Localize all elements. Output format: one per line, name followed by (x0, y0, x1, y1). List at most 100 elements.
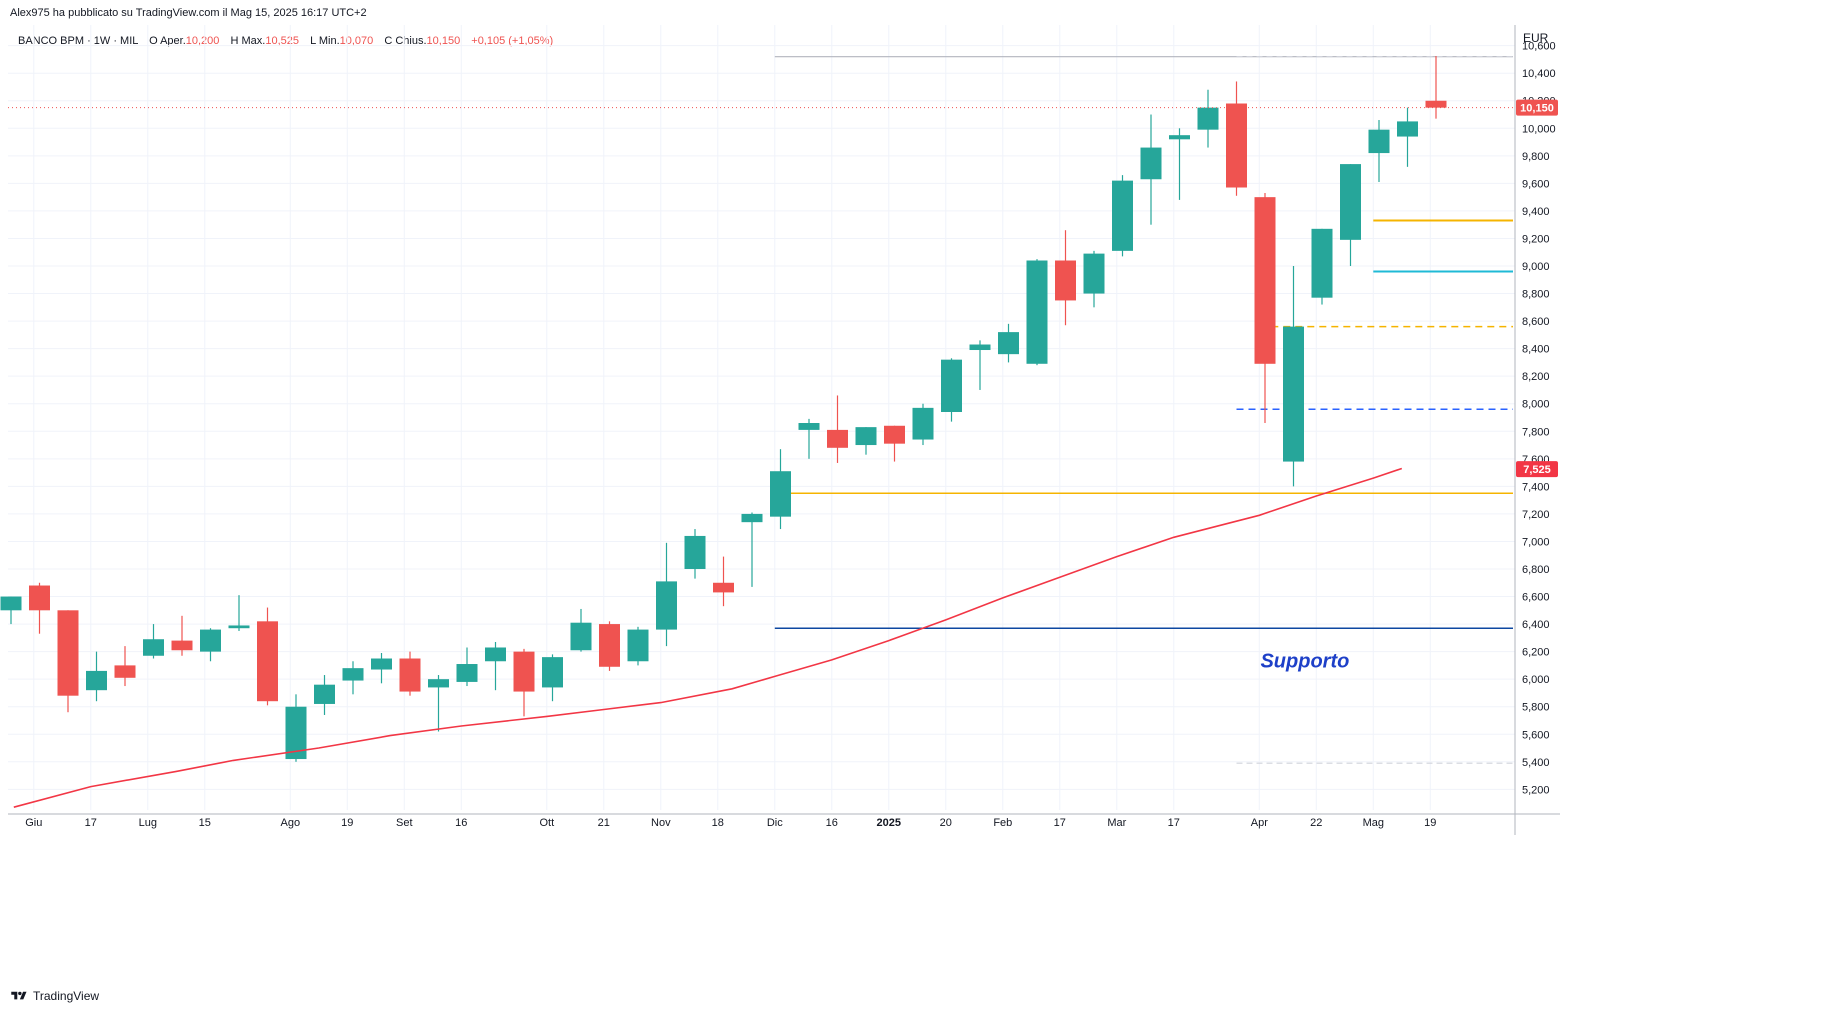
candle (86, 651, 107, 702)
candle-body (1112, 180, 1133, 251)
legend-low-label: L (310, 35, 316, 47)
candle (741, 512, 763, 587)
candles (0, 55, 1447, 762)
candle-body (1140, 147, 1162, 180)
candle (1197, 89, 1219, 148)
candle-body (456, 664, 478, 682)
time-tick-label: 20 (940, 817, 952, 829)
candle (884, 425, 905, 462)
time-tick-label: 17 (1054, 817, 1066, 829)
candle-body (855, 427, 877, 446)
candle (399, 651, 421, 696)
candle (570, 608, 592, 652)
price-axis[interactable]: 5,200 5,400 5,600 5,800 6,000 6,200 6,400 6,600… (1514, 25, 1558, 835)
candle-body (941, 359, 962, 412)
time-tick-label: 19 (341, 817, 353, 829)
candle-body (798, 423, 820, 430)
price-tick-label: 7,200 (1522, 509, 1550, 521)
candle-body (1340, 164, 1361, 240)
candle-body (1425, 100, 1447, 108)
candle-body (656, 581, 677, 630)
candle (855, 427, 877, 455)
time-tick-label: 22 (1310, 817, 1322, 829)
candle-body (399, 658, 421, 692)
candle-body (1169, 135, 1190, 140)
time-tick-label: Mag (1363, 817, 1384, 829)
price-tick-label: 6,800 (1522, 564, 1550, 576)
price-tick-label: 7,800 (1522, 426, 1550, 438)
candle-body (969, 344, 991, 351)
candle-body (770, 471, 791, 517)
candle (1254, 193, 1276, 424)
candle (1083, 250, 1105, 308)
candle-body (428, 679, 449, 688)
candle-body (513, 651, 535, 692)
tradingview-logo-icon (11, 991, 27, 1000)
candle (485, 641, 506, 691)
price-tick-label: 8,800 (1522, 289, 1550, 301)
price-tick-label: 9,800 (1522, 151, 1550, 163)
legend-close-value: 10,150 (426, 35, 461, 47)
candle (200, 628, 221, 662)
time-tick-label: Ott (539, 817, 554, 829)
candle-body (257, 621, 278, 702)
candle (599, 621, 620, 671)
price-tick-label: 9,200 (1522, 233, 1550, 245)
legend-open-label: O (149, 35, 158, 47)
time-tick-label: Apr (1251, 817, 1268, 829)
candle-body (599, 624, 620, 667)
candle (969, 340, 991, 390)
time-axis[interactable]: Giu 17 Lug 15 Ago 19 Set 16 Ott 21 Nov 18 Dic 16 2025 2… (8, 813, 1560, 829)
candle (827, 395, 848, 463)
candle (29, 582, 50, 634)
candle-body (1368, 129, 1390, 154)
candle-body (542, 657, 563, 688)
price-tick-label: 7,400 (1522, 481, 1550, 493)
support-annotation: Supporto (1260, 650, 1349, 672)
candle-body (1254, 197, 1276, 364)
candle-body (1283, 326, 1304, 462)
candle (1311, 228, 1333, 305)
price-tick-label: 8,200 (1522, 371, 1550, 383)
candle-body (884, 425, 905, 444)
footer: TradingView (10, 989, 99, 1003)
ohlc-legend: BANCO BPM · 1W · MIL O Aper.10,200 H Max… (18, 35, 553, 47)
time-tick-label: 2025 (877, 817, 901, 829)
legend-high-label: H (230, 35, 239, 47)
candle (1283, 266, 1304, 487)
last-price-badge-bg (1516, 99, 1558, 116)
price-tick-label: 8,000 (1522, 399, 1550, 411)
price-tick-label: 10,600 (1522, 41, 1556, 53)
candle-body (314, 684, 335, 704)
candle-body (171, 640, 193, 651)
time-tick-label: 17 (1168, 817, 1180, 829)
candle (998, 323, 1019, 363)
candle (656, 542, 677, 647)
legend-change: +0,105 (+1,05%) (471, 35, 554, 47)
ma-price-badge: 7,525 (1516, 461, 1558, 478)
publication-caption: Alex975 ha pubblicato su TradingView.com… (10, 7, 367, 19)
time-tick-label: 19 (1424, 817, 1436, 829)
candle-body (200, 629, 221, 652)
time-tick-label: Mar (1107, 817, 1126, 829)
candle-body (1311, 228, 1333, 298)
candle (114, 646, 136, 687)
price-tick-label: 6,000 (1522, 674, 1550, 686)
candle (1026, 259, 1048, 366)
candle (428, 675, 449, 732)
candle-body (114, 665, 136, 678)
currency-label: EUR (1523, 31, 1549, 45)
candle (1397, 107, 1418, 167)
candle (57, 610, 79, 713)
candle-body (0, 596, 22, 611)
price-tick-label: 5,200 (1522, 784, 1550, 796)
candle-body (285, 706, 307, 760)
legend-low-value: 10,070 (339, 35, 374, 47)
candle (684, 529, 706, 579)
candle (342, 661, 364, 695)
time-tick-label: Dic (767, 817, 783, 829)
candle-body (1055, 260, 1076, 301)
candle-body (1197, 107, 1219, 130)
price-tick-label: 9,400 (1522, 206, 1550, 218)
